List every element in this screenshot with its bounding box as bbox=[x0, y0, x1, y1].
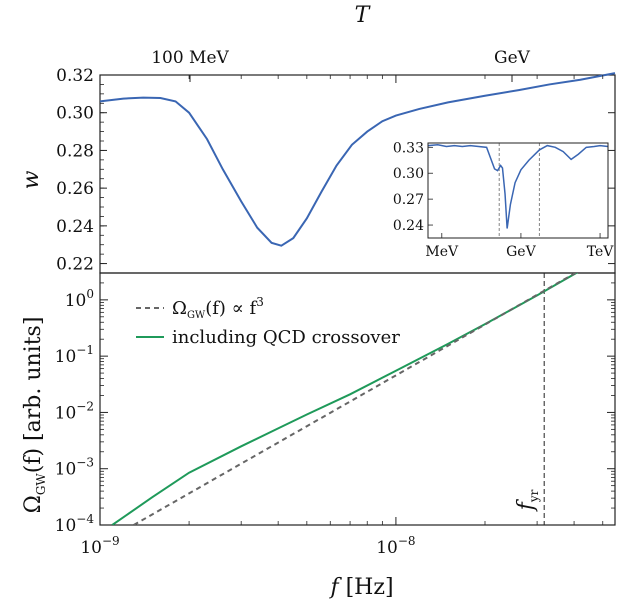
top-axis-label: T bbox=[355, 3, 372, 28]
bottom-panel: 10−4 10−3 10−2 10−1 100 10−9 10−8 fyr ΩGW(f) ∝… bbox=[21, 75, 616, 600]
bottom-ytick-label: 100 bbox=[65, 287, 94, 311]
bottom-ytick-label: 10−1 bbox=[55, 343, 94, 367]
top-tick-label-100mev: 100 MeV bbox=[151, 48, 229, 68]
inset-ytick-label: 0.27 bbox=[393, 192, 424, 208]
top-tick-label-gev: GeV bbox=[494, 48, 531, 68]
legend: ΩGW(f) ∝ f3 including QCD crossover bbox=[136, 295, 400, 348]
series-qcd-crossover bbox=[111, 273, 579, 525]
inset-background bbox=[428, 143, 608, 238]
bottom-xlabel: f [Hz] bbox=[328, 575, 393, 600]
inset-xtick-label: TeV bbox=[587, 244, 615, 260]
top-panel: 0.220.240.260.280.300.32 w 0.240.270.300… bbox=[19, 66, 616, 275]
bottom-panel-frame bbox=[99, 272, 616, 526]
inset-ytick-label: 0.33 bbox=[393, 140, 424, 156]
legend-label-qcd: including QCD crossover bbox=[172, 327, 400, 348]
top-ytick-label: 0.32 bbox=[56, 66, 94, 86]
legend-label-f3: ΩGW(f) ∝ f3 bbox=[172, 295, 264, 321]
inset-reference-lines bbox=[498, 143, 540, 238]
series-f3-scaling bbox=[133, 273, 578, 525]
top-panel-ticks: 0.22 0.24 0.26 0.28 0.30 0.32 bbox=[56, 66, 615, 275]
inset-ytick-label: 0.30 bbox=[393, 166, 424, 182]
inset-xtick-label: GeV bbox=[506, 244, 536, 260]
bottom-ylabel: ΩGW(f) [arb. units] bbox=[21, 317, 48, 514]
fyr-label-sub: yr bbox=[527, 489, 541, 503]
svg-text:fyr: fyr bbox=[514, 489, 541, 512]
bottom-ytick-label: 10−2 bbox=[55, 399, 94, 423]
bottom-ytick-label: 10−3 bbox=[55, 456, 94, 480]
inset-frame bbox=[427, 142, 609, 239]
inset-ticks: 0.24 0.27 0.30 0.33 MeV GeV TeV bbox=[393, 140, 614, 260]
bottom-xtick-label: 10−9 bbox=[80, 534, 119, 558]
inset-xtick-label: MeV bbox=[425, 244, 459, 260]
fyr-label: fyr bbox=[514, 489, 541, 512]
top-ylabel: w bbox=[19, 170, 44, 189]
inset-ytick-label: 0.24 bbox=[393, 218, 424, 234]
bottom-panel-ticks: 10−4 10−3 10−2 10−1 100 10−9 10−8 bbox=[55, 75, 615, 558]
top-ytick-label: 0.28 bbox=[56, 141, 94, 161]
w-curve bbox=[99, 72, 616, 247]
bottom-xtick-label: 10−8 bbox=[376, 534, 415, 558]
top-ytick-label: 0.26 bbox=[56, 179, 94, 199]
inset: 0.24 0.27 0.30 0.33 MeV GeV TeV bbox=[393, 140, 614, 260]
bottom-ytick-label: 10−4 bbox=[55, 512, 95, 536]
top-ytick-label: 0.24 bbox=[56, 217, 94, 237]
inset-curve bbox=[427, 143, 609, 229]
top-ytick-label: 0.30 bbox=[56, 104, 94, 124]
top-ytick-label: 0.22 bbox=[56, 255, 94, 275]
